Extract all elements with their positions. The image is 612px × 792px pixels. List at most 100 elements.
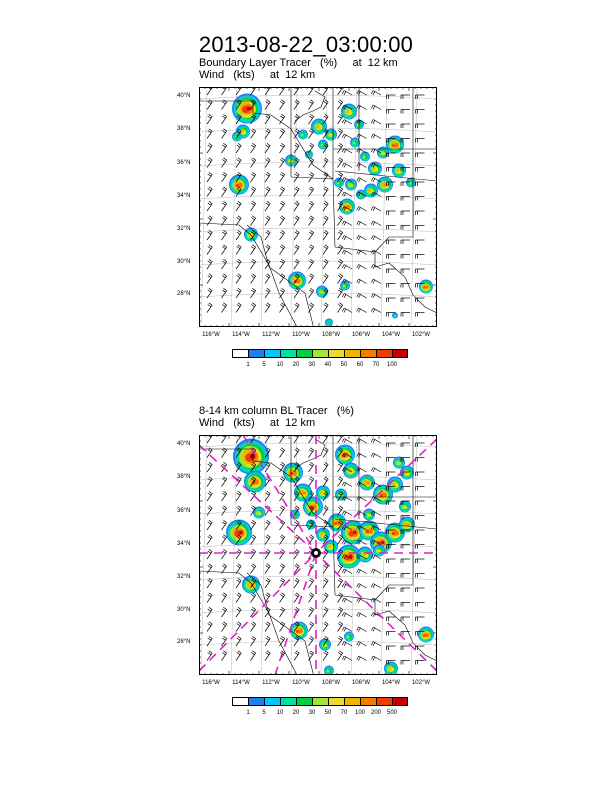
wind-barb — [322, 607, 329, 618]
wind-barb — [370, 278, 382, 284]
wind-barb — [221, 201, 227, 212]
tracer-contour — [328, 321, 331, 324]
lon-label: 104°W — [381, 680, 401, 686]
wind-barb — [356, 220, 367, 226]
wind-barb — [221, 302, 227, 313]
tracer-contour — [237, 182, 243, 188]
wind-barb — [293, 215, 300, 226]
wind-barb — [415, 457, 425, 462]
wind-barb — [341, 626, 353, 632]
wind-barb — [279, 215, 285, 226]
wind-barb — [279, 288, 285, 299]
wind-barb — [337, 447, 343, 458]
wind-barb — [264, 563, 271, 574]
wind-barb — [400, 587, 410, 592]
wind-barb — [206, 650, 213, 661]
wind-barb — [279, 273, 285, 284]
wind-barb — [293, 99, 300, 110]
tracer-contour — [381, 182, 387, 187]
wind-barb — [221, 447, 227, 458]
wind-barb — [370, 612, 382, 618]
lat-label: 28°N — [177, 291, 191, 297]
wind-barb — [386, 268, 396, 273]
lat-label: 38°N — [177, 474, 191, 480]
wind-barb — [337, 128, 343, 139]
wind-barb — [264, 650, 271, 661]
lon-label: 104°W — [381, 332, 401, 338]
wind-barb — [337, 592, 343, 603]
wind-barb — [308, 302, 314, 313]
tracer-contour — [350, 184, 354, 187]
wind-barb — [206, 244, 213, 255]
wind-barb — [337, 578, 343, 589]
wind-barb — [322, 87, 329, 96]
wind-barb — [206, 636, 213, 647]
wind-barb — [356, 249, 367, 255]
wind-barb — [370, 177, 382, 183]
wind-barb — [415, 123, 425, 128]
wind-barb — [415, 283, 425, 288]
wind-barb — [386, 602, 396, 607]
wind-barb — [293, 273, 300, 284]
wind-barb — [221, 259, 227, 270]
tracer-contour — [235, 183, 239, 188]
wind-barb — [221, 650, 227, 661]
state-boundaries — [199, 87, 437, 327]
tracer-contour — [353, 530, 357, 535]
tracer-contour — [300, 133, 304, 137]
tracer-contour — [258, 512, 262, 515]
wind-barb — [308, 636, 314, 647]
colorbar-swatch — [328, 349, 344, 358]
wind-barb — [293, 128, 300, 139]
wind-barb — [400, 660, 410, 665]
wind-barb — [356, 525, 367, 531]
wind-barb — [386, 152, 396, 157]
lon-label: 114°W — [232, 680, 250, 686]
colorbar-label: 50 — [324, 710, 332, 716]
wind-barb — [250, 491, 256, 502]
wind-barb — [308, 288, 314, 299]
tracer-field — [226, 438, 434, 675]
tracer-contour — [352, 141, 356, 145]
wind-barb — [370, 133, 382, 139]
tracer-contour — [336, 181, 340, 185]
colorbar-swatch — [296, 697, 312, 706]
tracer-contour — [423, 634, 426, 637]
wind-barb — [341, 191, 353, 197]
wind-barb — [370, 525, 382, 531]
colorbar-swatch — [360, 349, 376, 358]
wind-barb — [279, 462, 285, 473]
wind-barb — [370, 104, 382, 110]
wind-barb — [279, 592, 285, 603]
wind-barb — [400, 297, 410, 302]
tracer-contour — [302, 491, 306, 495]
tracer-contour — [393, 315, 396, 318]
lat-label: 34°N — [177, 193, 191, 199]
tracer-contour — [365, 529, 369, 534]
tracer-contour — [320, 491, 324, 494]
wind-barb — [235, 157, 242, 168]
colorbar-swatch — [344, 697, 360, 706]
tracer-contour — [289, 471, 293, 476]
wind-barb — [206, 114, 213, 125]
wind-barb — [356, 206, 367, 212]
wind-barb — [386, 283, 396, 288]
wind-barb — [386, 558, 396, 563]
lon-label: 106°W — [351, 332, 371, 338]
wind-barb — [322, 288, 329, 299]
wind-barb — [206, 549, 213, 560]
wind-barb — [221, 87, 227, 96]
wind-barb — [235, 273, 242, 284]
wind-barb — [279, 172, 285, 183]
target-ray — [199, 444, 317, 554]
wind-barb — [250, 592, 256, 603]
wind-barb — [341, 293, 353, 299]
wind-barb — [337, 520, 343, 531]
wind-barb — [370, 264, 382, 270]
wind-barb — [322, 636, 329, 647]
wind-barb — [250, 143, 256, 154]
wind-barb — [322, 520, 329, 531]
wind-barb — [386, 645, 396, 650]
wind-barb — [415, 500, 425, 505]
lat-label: 36°N — [177, 508, 191, 514]
